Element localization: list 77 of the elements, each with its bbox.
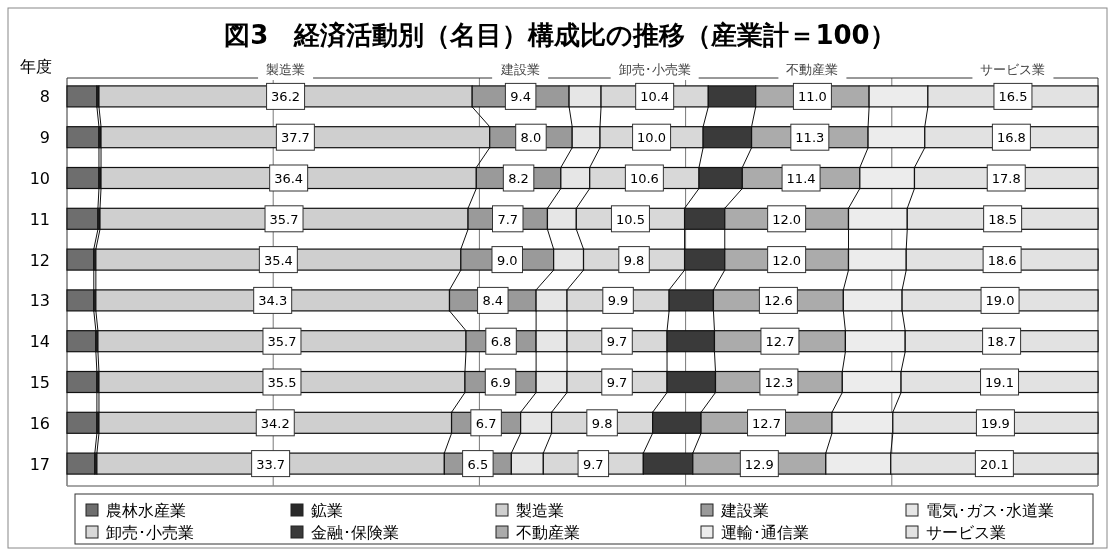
data-label: 18.6	[987, 252, 1017, 268]
data-label: 11.4	[786, 171, 816, 186]
data-label: 10.6	[629, 171, 659, 186]
data-label: 9.7	[606, 334, 628, 350]
data-label: 12.6	[763, 293, 793, 309]
data-label: 12.7	[752, 415, 782, 431]
data-label: 12.0	[772, 252, 802, 268]
data-label: 36.4	[274, 171, 304, 186]
legend-label: 卸売･小売業	[106, 523, 194, 542]
legend-label: 農林水産業	[106, 501, 186, 520]
data-label: 34.3	[258, 293, 288, 309]
data-label: 19.1	[985, 375, 1015, 390]
data-label: 16.5	[998, 89, 1028, 105]
legend-label: 不動産業	[516, 523, 580, 542]
y-tick-label: 12	[29, 250, 50, 270]
legend-label: サービス業	[926, 523, 1006, 542]
data-label: 6.8	[490, 334, 512, 350]
data-label: 34.2	[260, 415, 290, 431]
data-label: 35.5	[267, 375, 297, 390]
ylabel: 年度	[20, 57, 52, 76]
data-label: 12.3	[764, 375, 794, 390]
data-label: 9.0	[496, 252, 518, 268]
annotation: サービス業	[972, 62, 1054, 80]
data-label: 8.4	[482, 293, 504, 309]
annotation: 不動産業	[778, 62, 847, 80]
data-label: 6.9	[490, 375, 511, 390]
data-label: 6.7	[475, 415, 497, 431]
y-tick-label: 11	[29, 209, 50, 229]
data-label: 19.0	[985, 293, 1015, 309]
data-label: 12.7	[765, 334, 795, 350]
y-tick-label: 8	[39, 87, 50, 107]
data-label: 35.7	[269, 211, 299, 227]
data-label: 9.8	[591, 415, 613, 431]
data-label: 33.7	[256, 456, 286, 472]
data-label: 18.7	[987, 334, 1017, 350]
data-label: 11.0	[797, 89, 827, 105]
data-label: 37.7	[280, 130, 310, 146]
data-label: 36.2	[271, 89, 301, 105]
y-tick-label: 16	[29, 413, 50, 433]
data-label: 9.9	[607, 293, 629, 309]
y-tick-label: 9	[39, 128, 50, 148]
data-label: 9.8	[623, 252, 645, 268]
data-label: 9.7	[606, 375, 628, 390]
data-label: 11.3	[795, 130, 825, 146]
data-label: 9.7	[582, 456, 604, 472]
y-tick-label: 14	[29, 332, 50, 352]
annotation: 卸売･小売業	[610, 62, 699, 80]
data-label: 6.5	[467, 456, 489, 472]
legend-label: 運輸･通信業	[721, 523, 809, 542]
legend-label: 鉱業	[311, 501, 343, 520]
y-tick-label: 17	[29, 454, 50, 474]
y-tick-label: 10	[29, 169, 50, 188]
annotation: 建設業	[492, 62, 549, 80]
data-label: 12.0	[772, 211, 802, 227]
data-label: 19.9	[980, 415, 1010, 431]
data-label: 18.5	[988, 211, 1018, 227]
legend-label: 金融･保険業	[311, 523, 399, 542]
data-label: 17.8	[991, 171, 1021, 186]
data-label: 8.0	[520, 130, 542, 146]
data-label: 12.9	[744, 456, 774, 472]
data-label: 7.7	[497, 211, 519, 227]
y-tick-label: 13	[29, 291, 50, 311]
data-label: 10.4	[640, 89, 670, 105]
legend-label: 建設業	[720, 501, 769, 520]
y-tick-label: 15	[29, 373, 50, 392]
data-label: 35.7	[267, 334, 297, 350]
data-label: 10.5	[615, 211, 645, 227]
data-label: 9.4	[510, 89, 531, 105]
data-label: 8.2	[508, 171, 529, 186]
legend-label: 製造業	[516, 501, 564, 520]
annotation: 製造業	[258, 62, 314, 80]
title: 図3 経済活動別（名目）構成比の推移（産業計＝100）	[224, 20, 896, 50]
data-label: 20.1	[979, 456, 1009, 472]
legend-label: 電気･ガス･水道業	[926, 501, 1054, 520]
data-label: 35.4	[263, 252, 293, 268]
data-label: 16.8	[996, 130, 1026, 146]
data-label: 10.0	[637, 130, 667, 146]
